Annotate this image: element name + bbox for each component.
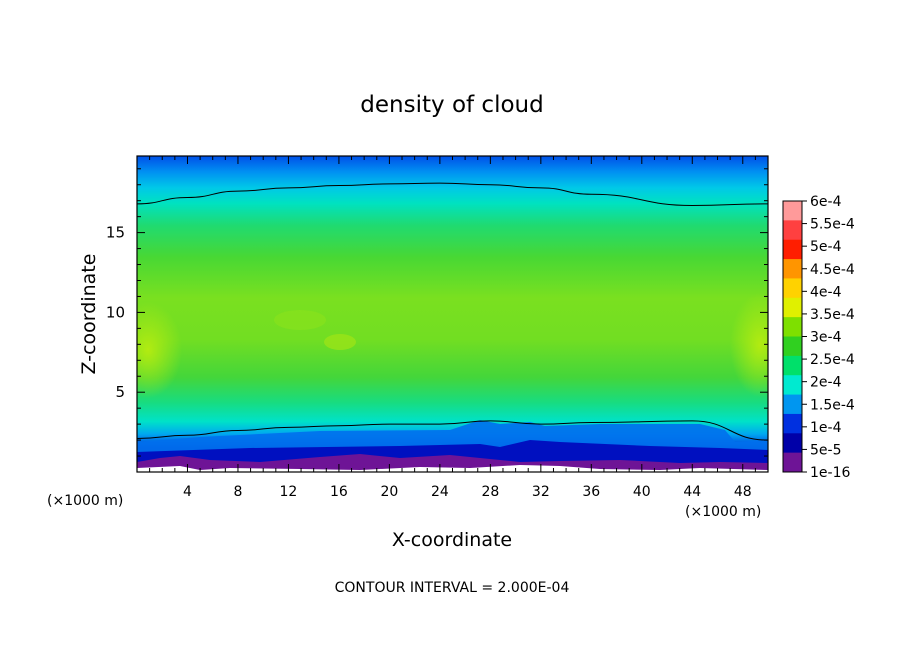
colorbar-swatch	[783, 278, 802, 299]
y-tick-label: 5	[115, 383, 125, 401]
colorbar-label: 2.5e-4	[810, 352, 855, 368]
colorbar-label: 2e-4	[810, 375, 842, 391]
x-axis-label: X-coordinate	[392, 529, 512, 551]
field-patch	[274, 310, 326, 330]
x-tick-label: 28	[481, 484, 499, 500]
x-tick-label: 16	[330, 484, 348, 500]
field-patch	[324, 334, 356, 350]
colorbar-swatch	[783, 394, 802, 415]
x-tick-label: 12	[280, 484, 298, 500]
x-tick-label: 48	[734, 484, 752, 500]
y-tick-label: 10	[106, 303, 125, 321]
field-ground-purple	[137, 454, 768, 472]
colorbar-swatch	[783, 413, 802, 434]
x-tick-label: 24	[431, 484, 449, 500]
x-tick-label: 32	[532, 484, 550, 500]
colorbar-label: 5e-5	[810, 442, 841, 458]
colorbar-label: 4.5e-4	[810, 262, 855, 278]
colorbar-swatch	[783, 297, 802, 318]
colorbar-swatch	[783, 452, 802, 473]
colorbar-label: 1e-16	[810, 465, 850, 481]
colorbar-swatch	[783, 259, 802, 279]
field-maximum-right	[730, 293, 768, 397]
colorbar-label: 4e-4	[810, 284, 842, 300]
colorbar-labels: 6e-4 5.5e-4 5e-4 4.5e-4 4e-4 3.5e-4 3e-4 2.5e-4…	[802, 194, 855, 481]
axis-ticks	[137, 156, 768, 472]
x-tick-label: 8	[233, 484, 242, 500]
colorbar-swatch	[783, 375, 802, 396]
colorbar-swatch	[783, 433, 802, 454]
colorbar-swatch	[783, 336, 802, 357]
density-field	[137, 156, 768, 472]
x-tick-labels: 4 8 12 16 20 24 28 32 36 40 44 48	[183, 484, 752, 500]
colorbar-label: 1.5e-4	[810, 397, 855, 413]
colorbar-swatch	[783, 201, 802, 221]
contour-interval-footer: CONTOUR INTERVAL = 2.000E-04	[335, 580, 570, 596]
colorbar-label: 1e-4	[810, 420, 842, 436]
colorbar-swatch	[783, 317, 802, 337]
x-unit-left: (×1000 m)	[47, 493, 123, 509]
contour-line-lower	[137, 420, 768, 441]
x-unit-right: (×1000 m)	[685, 504, 761, 520]
x-tick-label: 40	[633, 484, 651, 500]
colorbar	[782, 200, 803, 473]
x-tick-label: 36	[582, 484, 600, 500]
colorbar-label: 3e-4	[810, 330, 842, 346]
contour-line-upper	[137, 182, 768, 206]
colorbar-swatch	[783, 239, 802, 260]
field-maximum-left	[137, 302, 182, 398]
colorbar-label: 3.5e-4	[810, 307, 855, 323]
colorbar-label: 5.5e-4	[810, 217, 855, 233]
y-tick-label: 15	[106, 224, 125, 242]
colorbar-label: 5e-4	[810, 239, 842, 255]
colorbar-swatch	[783, 220, 802, 241]
y-tick-labels: 5 10 15	[106, 224, 125, 402]
x-tick-label: 4	[183, 484, 192, 500]
chart-title: density of cloud	[360, 92, 543, 118]
y-axis-label: Z-coordinate	[78, 254, 100, 375]
colorbar-swatch	[783, 355, 802, 376]
x-tick-label: 44	[683, 484, 701, 500]
colorbar-label: 6e-4	[810, 194, 842, 210]
field-gradient	[137, 156, 768, 472]
x-tick-label: 20	[380, 484, 398, 500]
